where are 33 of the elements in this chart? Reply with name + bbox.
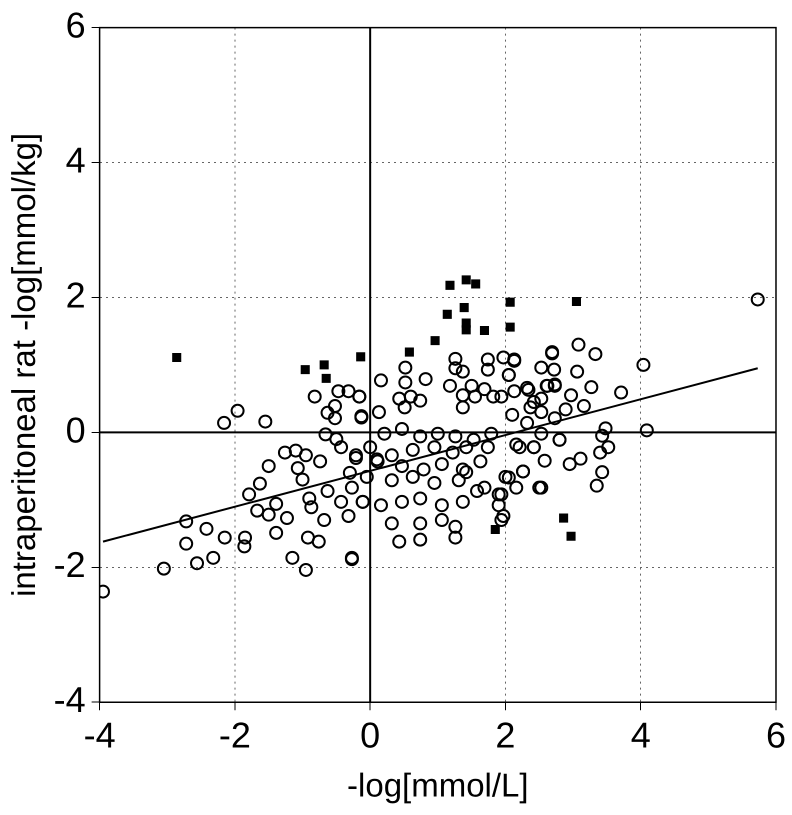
point: [430, 336, 440, 346]
point: [445, 280, 455, 290]
x-tick-label: 2: [495, 714, 516, 756]
point: [480, 326, 490, 336]
x-tick-label: 4: [630, 714, 651, 756]
y-tick-label: -2: [54, 544, 86, 586]
point: [572, 296, 581, 306]
x-tick-label: -2: [218, 714, 251, 756]
point: [471, 279, 480, 288]
point: [460, 303, 469, 312]
point: [559, 514, 568, 523]
point: [566, 532, 576, 541]
point: [172, 352, 182, 362]
point: [462, 325, 471, 334]
y-tick-label: 0: [66, 409, 86, 450]
y-tick-label: 2: [66, 274, 86, 316]
point: [300, 365, 310, 374]
point: [442, 310, 452, 319]
x-axis-title: -log[mmol/L]: [347, 766, 529, 804]
point: [320, 360, 329, 370]
y-tick-label: -4: [54, 679, 86, 720]
y-tick-label: 4: [66, 139, 86, 180]
point: [322, 374, 331, 383]
y-tick-label: 6: [66, 4, 86, 46]
point: [490, 524, 500, 534]
x-tick-label: 6: [766, 714, 786, 756]
point: [506, 322, 515, 332]
point: [356, 352, 366, 362]
point: [404, 348, 414, 357]
point: [462, 275, 471, 284]
x-tick-label: 0: [360, 714, 380, 756]
y-axis-title: intraperitoneal rat -log[mmol/kg]: [4, 132, 42, 597]
point: [506, 298, 515, 307]
